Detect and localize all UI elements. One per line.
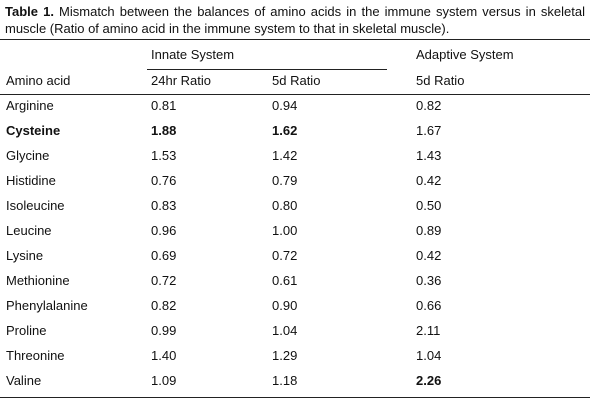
amino-acid-name: Phenylalanine [6,298,88,313]
header-bottom-rule [0,94,590,95]
ratio-adaptive-5d: 2.26 [416,373,442,388]
table-caption: Table 1. Mismatch between the balances o… [5,3,585,37]
ratio-adaptive-5d: 0.42 [416,173,442,188]
column-header-innate-24hr: 24hr Ratio [151,73,211,88]
ratio-innate-5d: 0.72 [272,248,298,263]
ratio-innate-5d: 1.18 [272,373,298,388]
ratio-innate-5d: 0.61 [272,273,298,288]
amino-acid-name: Isoleucine [6,198,65,213]
ratio-innate-24hr: 0.96 [151,223,177,238]
ratio-innate-24hr: 1.40 [151,348,177,363]
amino-acid-name: Valine [6,373,42,388]
group-header-innate: Innate System [151,47,235,62]
ratio-adaptive-5d: 0.42 [416,248,442,263]
ratio-innate-5d: 1.00 [272,223,298,238]
table-label: Table 1. [5,4,54,19]
amino-acid-name: Histidine [6,173,56,188]
ratio-adaptive-5d: 0.89 [416,223,442,238]
innate-group-rule [147,69,387,70]
table-bottom-rule [0,397,590,398]
ratio-innate-5d: 1.42 [272,148,298,163]
ratio-innate-5d: 1.62 [272,123,298,138]
table-top-rule [0,39,590,40]
amino-acid-name: Lysine [6,248,44,263]
amino-acid-name: Arginine [6,98,54,113]
ratio-adaptive-5d: 0.36 [416,273,442,288]
ratio-innate-5d: 0.79 [272,173,298,188]
column-header-adaptive-5d: 5d Ratio [416,73,465,88]
ratio-innate-5d: 1.04 [272,323,298,338]
group-header-adaptive: Adaptive System [416,47,514,62]
ratio-innate-24hr: 1.09 [151,373,177,388]
ratio-adaptive-5d: 0.82 [416,98,442,113]
ratio-innate-24hr: 0.83 [151,198,177,213]
amino-acid-name: Threonine [6,348,65,363]
caption-text: Mismatch between the balances of amino a… [5,4,585,36]
ratio-innate-24hr: 0.76 [151,173,177,188]
amino-acid-name: Proline [6,323,47,338]
amino-acid-name: Leucine [6,223,52,238]
ratio-adaptive-5d: 1.04 [416,348,442,363]
ratio-innate-24hr: 0.82 [151,298,177,313]
ratio-adaptive-5d: 1.67 [416,123,442,138]
column-header-amino-acid: Amino acid [6,73,71,88]
amino-acid-name: Methionine [6,273,70,288]
ratio-innate-5d: 0.80 [272,198,298,213]
ratio-adaptive-5d: 0.50 [416,198,442,213]
amino-acid-name: Glycine [6,148,50,163]
ratio-innate-24hr: 0.72 [151,273,177,288]
column-header-innate-5d: 5d Ratio [272,73,321,88]
ratio-innate-24hr: 0.69 [151,248,177,263]
ratio-innate-5d: 0.90 [272,298,298,313]
ratio-adaptive-5d: 0.66 [416,298,442,313]
ratio-innate-24hr: 1.88 [151,123,177,138]
ratio-innate-24hr: 0.81 [151,98,177,113]
ratio-innate-24hr: 1.53 [151,148,177,163]
ratio-adaptive-5d: 1.43 [416,148,442,163]
ratio-innate-24hr: 0.99 [151,323,177,338]
ratio-adaptive-5d: 2.11 [416,323,441,338]
ratio-innate-5d: 1.29 [272,348,298,363]
ratio-innate-5d: 0.94 [272,98,298,113]
amino-acid-name: Cysteine [6,123,61,138]
